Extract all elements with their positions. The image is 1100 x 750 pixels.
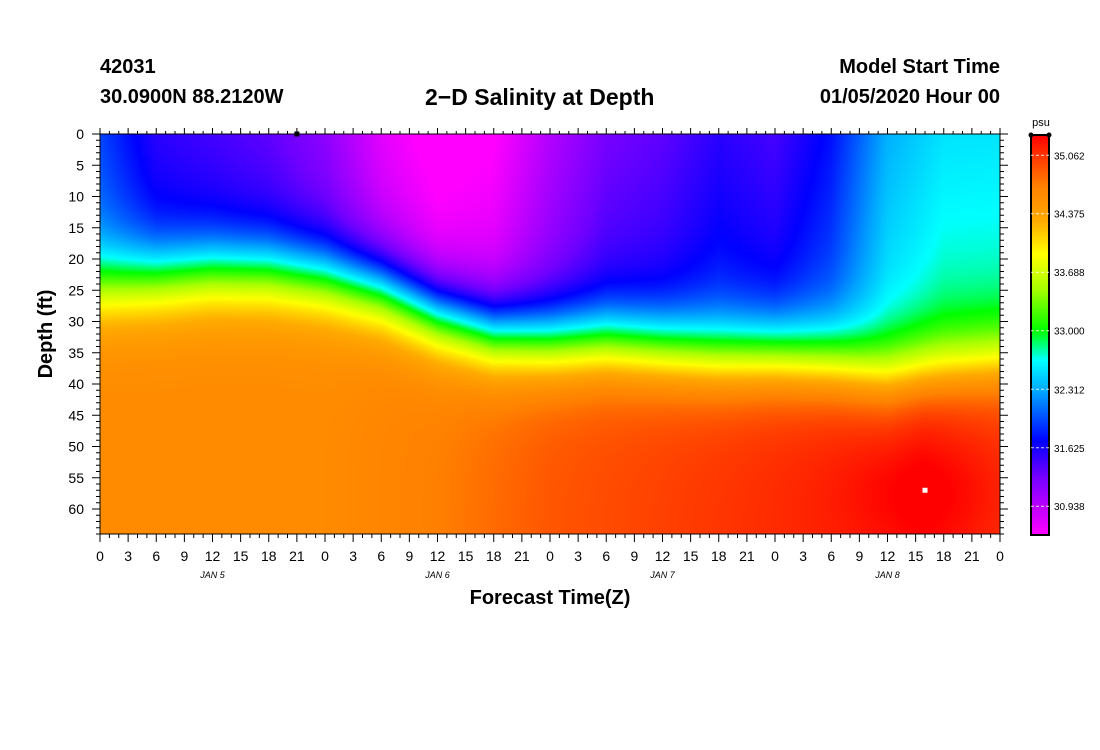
x-tick-label: 12 bbox=[655, 548, 671, 564]
x-tick-label: 0 bbox=[771, 548, 779, 564]
y-tick-label: 25 bbox=[68, 282, 84, 298]
x-tick-label: 12 bbox=[205, 548, 221, 564]
x-tick-label: 6 bbox=[152, 548, 160, 564]
x-tick-label: 0 bbox=[96, 548, 104, 564]
x-tick-label: 9 bbox=[855, 548, 863, 564]
model-start-label: Model Start Time bbox=[839, 56, 1000, 78]
x-tick-label: 0 bbox=[321, 548, 329, 564]
x-tick-label: 18 bbox=[261, 548, 277, 564]
plot-area bbox=[99, 131, 1001, 535]
x-tick-label: 3 bbox=[349, 548, 357, 564]
x-tick-label: 18 bbox=[711, 548, 727, 564]
colorbar-tick-label: 35.062 bbox=[1054, 151, 1085, 162]
y-tick-label: 10 bbox=[68, 189, 84, 205]
day-label: JAN 8 bbox=[874, 570, 900, 580]
x-tick-label: 6 bbox=[602, 548, 610, 564]
colorbar: psu 35.062 34.375 33.688 33.000 32.312 31.625… bbox=[1028, 117, 1085, 536]
heatmap-field bbox=[100, 134, 1000, 534]
x-tick-label: 15 bbox=[683, 548, 699, 564]
x-tick-label: 0 bbox=[546, 548, 554, 564]
station-id: 42031 bbox=[100, 56, 156, 78]
colorbar-tick-label: 33.000 bbox=[1054, 327, 1085, 338]
colorbar-tick-label: 33.688 bbox=[1054, 268, 1085, 279]
x-axis: 0 3 6 9 12 15 18 21 0 3 6 9 12 15 18 21 0 3 6 9 12 15 18 21 0 3 6 9… bbox=[96, 128, 1004, 564]
x-tick-label: 15 bbox=[908, 548, 924, 564]
x-tick-label: 0 bbox=[996, 548, 1004, 564]
x-tick-label: 12 bbox=[430, 548, 446, 564]
x-tick-label: 21 bbox=[964, 548, 980, 564]
colorbar-tick-label: 34.375 bbox=[1054, 210, 1085, 221]
y-tick-label: 20 bbox=[68, 251, 84, 267]
y-tick-label: 35 bbox=[68, 345, 84, 361]
y-tick-label: 15 bbox=[68, 220, 84, 236]
y-tick-label: 60 bbox=[68, 501, 84, 517]
y-tick-label: 45 bbox=[68, 407, 84, 423]
day-labels: JAN 5 JAN 6 JAN 7 JAN 8 bbox=[199, 570, 900, 580]
x-tick-label: 9 bbox=[405, 548, 413, 564]
plot-title: 2−D Salinity at Depth bbox=[425, 84, 655, 110]
x-tick-label: 12 bbox=[880, 548, 896, 564]
y-tick-label: 5 bbox=[76, 157, 84, 173]
colorbar-corner-dot bbox=[1028, 132, 1034, 138]
x-tick-label: 9 bbox=[630, 548, 638, 564]
x-tick-label: 6 bbox=[377, 548, 385, 564]
x-tick-label: 21 bbox=[289, 548, 305, 564]
x-tick-label: 3 bbox=[124, 548, 132, 564]
x-tick-label: 18 bbox=[486, 548, 502, 564]
y-tick-label: 50 bbox=[68, 439, 84, 455]
x-axis-label: Forecast Time(Z) bbox=[470, 587, 631, 609]
y-tick-label: 55 bbox=[68, 470, 84, 486]
y-axis-label: Depth (ft) bbox=[35, 290, 57, 379]
x-tick-label: 3 bbox=[574, 548, 582, 564]
y-tick-label: 0 bbox=[76, 126, 84, 142]
x-tick-label: 15 bbox=[233, 548, 249, 564]
station-coordinates: 30.0900N 88.2120W bbox=[100, 86, 284, 108]
x-tick-label: 18 bbox=[936, 548, 952, 564]
y-axis: 0 5 10 15 20 25 30 35 40 45 50 55 60 bbox=[68, 126, 1008, 535]
model-start-value: 01/05/2020 Hour 00 bbox=[819, 86, 1000, 108]
colorbar-unit: psu bbox=[1032, 117, 1050, 129]
colorbar-tick-label: 32.312 bbox=[1054, 385, 1085, 396]
y-tick-label: 30 bbox=[68, 314, 84, 330]
x-tick-label: 6 bbox=[827, 548, 835, 564]
colorbar-ticks: 35.062 34.375 33.688 33.000 32.312 31.625 30.9… bbox=[1028, 132, 1085, 513]
colorbar-bar bbox=[1030, 134, 1050, 536]
x-tick-label: 9 bbox=[180, 548, 188, 564]
day-label: JAN 6 bbox=[424, 570, 450, 580]
y-tick-label: 40 bbox=[68, 376, 84, 392]
extremum-marker-1 bbox=[922, 487, 928, 493]
colorbar-tick-label: 30.938 bbox=[1054, 502, 1085, 513]
x-tick-label: 21 bbox=[514, 548, 530, 564]
x-tick-label: 3 bbox=[799, 548, 807, 564]
day-label: JAN 7 bbox=[649, 570, 676, 580]
x-tick-label: 21 bbox=[739, 548, 755, 564]
colorbar-corner-dot bbox=[1046, 132, 1052, 138]
colorbar-tick-label: 31.625 bbox=[1054, 444, 1085, 455]
day-label: JAN 5 bbox=[199, 570, 226, 580]
x-tick-label: 15 bbox=[458, 548, 474, 564]
